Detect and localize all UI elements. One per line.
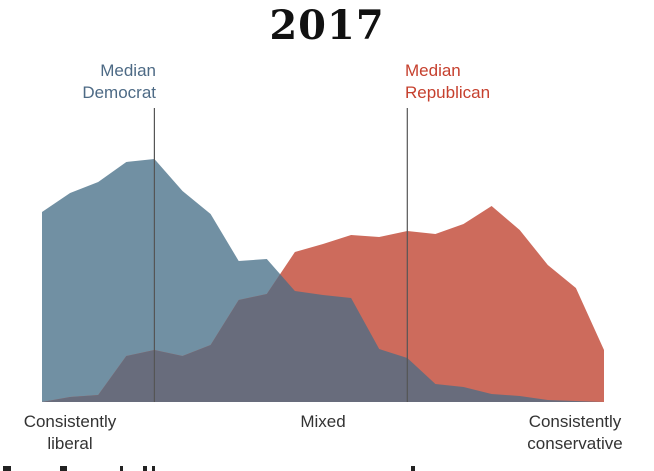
median-democrat-label-line1: Median <box>100 61 156 80</box>
x-tick-label-conservative-line1: Consistently <box>528 412 622 431</box>
x-tick-label-mixed-line1: Mixed <box>300 412 346 431</box>
median-republican-label-line2: Republican <box>405 83 491 102</box>
median-republican-label: Median Republican <box>405 60 490 104</box>
glyph-fragment <box>60 466 67 471</box>
x-tick-label-liberal-line1: Consistently <box>23 412 117 431</box>
glyph-fragment <box>120 466 123 471</box>
chart-title: 2017 <box>269 2 385 49</box>
x-tick-label-liberal-line2: liberal <box>47 434 93 453</box>
glyph-fragment <box>411 466 415 471</box>
glyph-fragment <box>152 466 155 471</box>
median-democrat-label-line2: Democrat <box>82 83 156 102</box>
glyph-fragment <box>3 466 11 471</box>
cropped-caption-fragment <box>0 464 654 471</box>
glyph-fragment <box>143 466 147 471</box>
median-republican-label-line1: Median <box>405 61 461 80</box>
democrat-area <box>42 159 604 402</box>
x-tick-label-conservative-line2: conservative <box>527 434 623 453</box>
x-tick-label-liberal: Consistently liberal <box>5 411 135 455</box>
median-democrat-label: Median Democrat <box>60 60 156 104</box>
x-tick-label-conservative: Consistently conservative <box>505 411 645 455</box>
x-tick-label-mixed: Mixed <box>278 411 368 433</box>
